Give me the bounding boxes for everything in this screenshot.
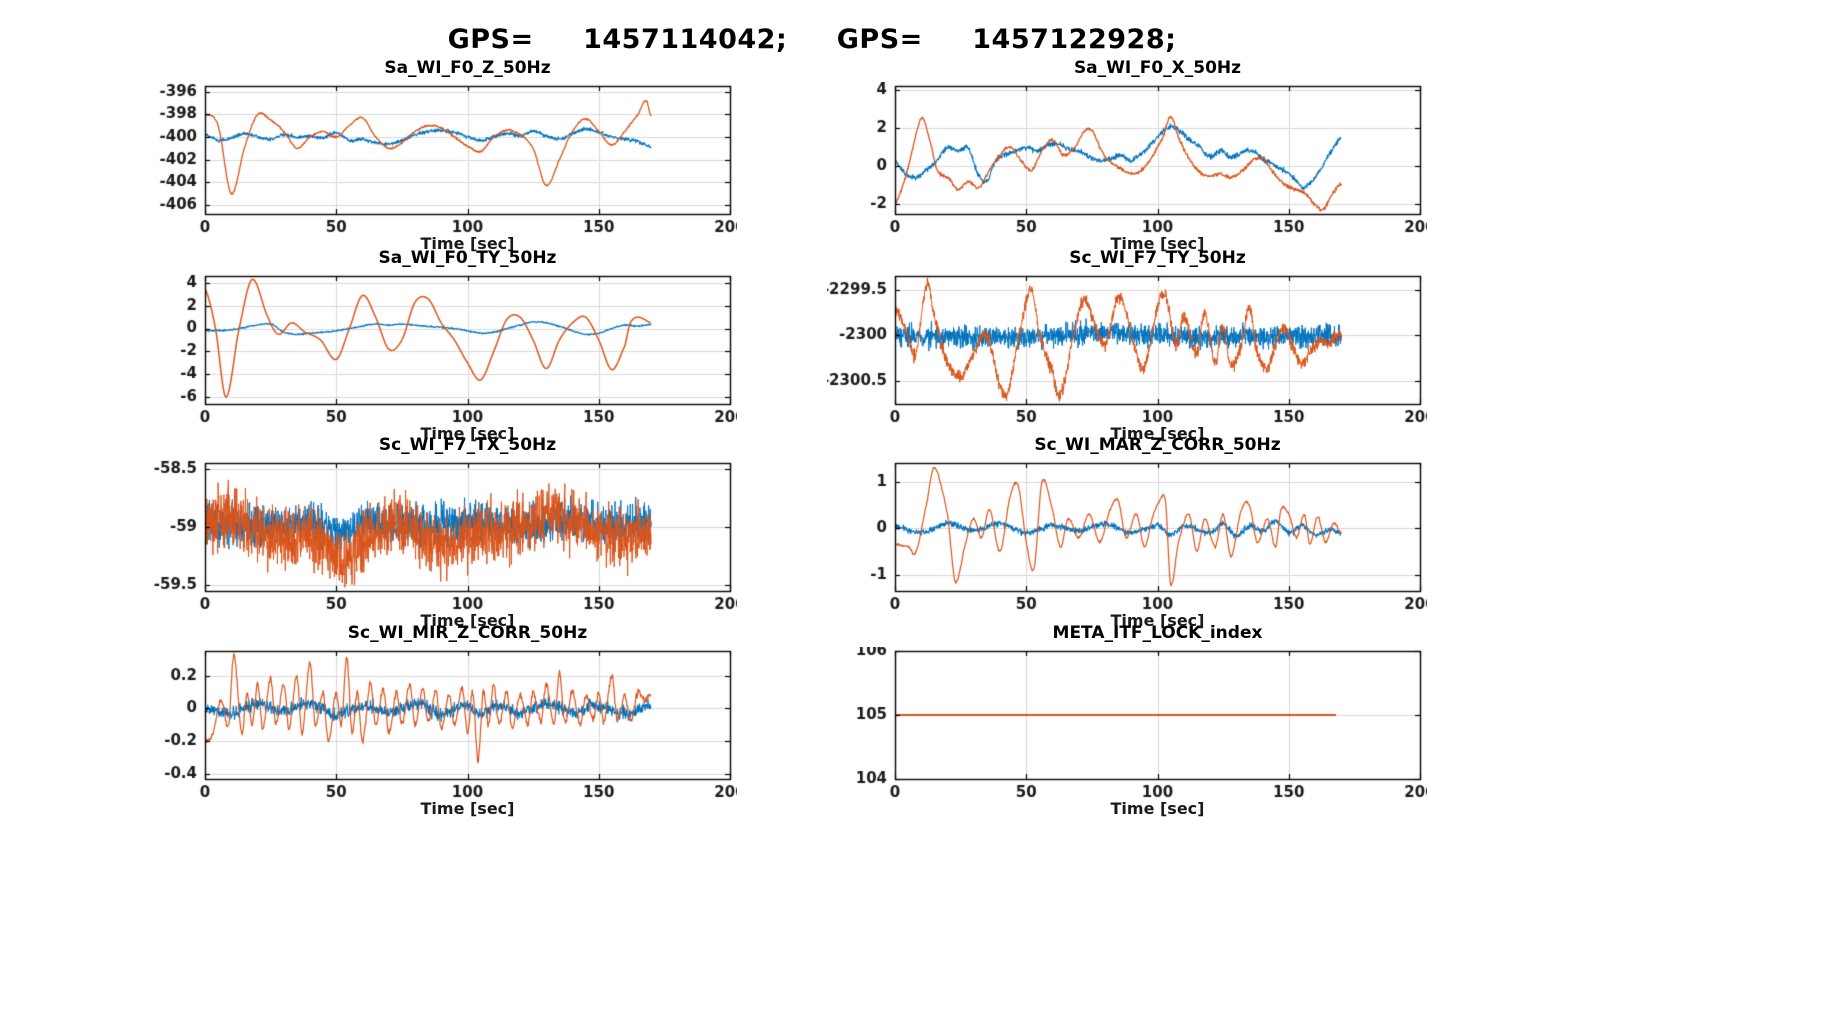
subplot-title: Sc_WI_F7_TX_50Hz	[378, 435, 557, 455]
subplot-sa-wi-f0-z: Sa_WI_F0_Z_50Hz Time [sec]	[137, 58, 737, 270]
subplot-title: Sc_WI_F7_TY_50Hz	[1069, 248, 1246, 268]
subplot-sc-wi-f7-tx: Sc_WI_F7_TX_50Hz Time [sec]	[137, 435, 737, 647]
figure-title: GPS= 1457114042; GPS= 1457122928;	[447, 24, 1177, 55]
x-axis-label: Time [sec]	[420, 234, 515, 253]
x-axis-label: Time [sec]	[420, 424, 515, 443]
x-axis-label: Time [sec]	[1110, 424, 1205, 443]
sa-wi-f0-ty-plot-canvas	[137, 272, 737, 442]
sa-wi-f0-x-plot-canvas	[827, 82, 1427, 252]
subplot-title: Sa_WI_F0_TY_50Hz	[378, 248, 557, 268]
subplot-meta-itf-lock-index: META_ITF_LOCK_index Time [sec]	[827, 623, 1427, 835]
x-axis-label: Time [sec]	[420, 799, 515, 818]
x-axis-label: Time [sec]	[1110, 234, 1205, 253]
subplot-sc-wi-mar-z-corr: Sc_WI_MAR_Z_CORR_50Hz Time [sec]	[827, 435, 1427, 647]
subplot-title: META_ITF_LOCK_index	[1052, 623, 1263, 643]
subplot-sa-wi-f0-x: Sa_WI_F0_X_50Hz Time [sec]	[827, 58, 1427, 270]
x-axis-label: Time [sec]	[1110, 799, 1205, 818]
sc-wi-f7-ty-plot-canvas	[827, 272, 1427, 442]
subplot-title: Sc_WI_MIR_Z_CORR_50Hz	[347, 623, 588, 643]
sc-wi-mar-z-corr-plot-canvas	[827, 459, 1427, 629]
x-axis-label: Time [sec]	[1110, 611, 1205, 630]
sa-wi-f0-z-plot-canvas	[137, 82, 737, 252]
x-axis-label: Time [sec]	[420, 611, 515, 630]
subplot-title: Sc_WI_MAR_Z_CORR_50Hz	[1034, 435, 1281, 455]
subplot-sc-wi-f7-ty: Sc_WI_F7_TY_50Hz Time [sec]	[827, 248, 1427, 460]
subplot-sc-wi-mir-z-corr: Sc_WI_MIR_Z_CORR_50Hz Time [sec]	[137, 623, 737, 835]
meta-itf-lock-index-plot-canvas	[827, 647, 1427, 817]
subplot-sa-wi-f0-ty: Sa_WI_F0_TY_50Hz Time [sec]	[137, 248, 737, 460]
sc-wi-f7-tx-plot-canvas	[137, 459, 737, 629]
sc-wi-mir-z-corr-plot-canvas	[137, 647, 737, 817]
subplot-title: Sa_WI_F0_X_50Hz	[1073, 58, 1242, 78]
subplot-title: Sa_WI_F0_Z_50Hz	[384, 58, 551, 78]
